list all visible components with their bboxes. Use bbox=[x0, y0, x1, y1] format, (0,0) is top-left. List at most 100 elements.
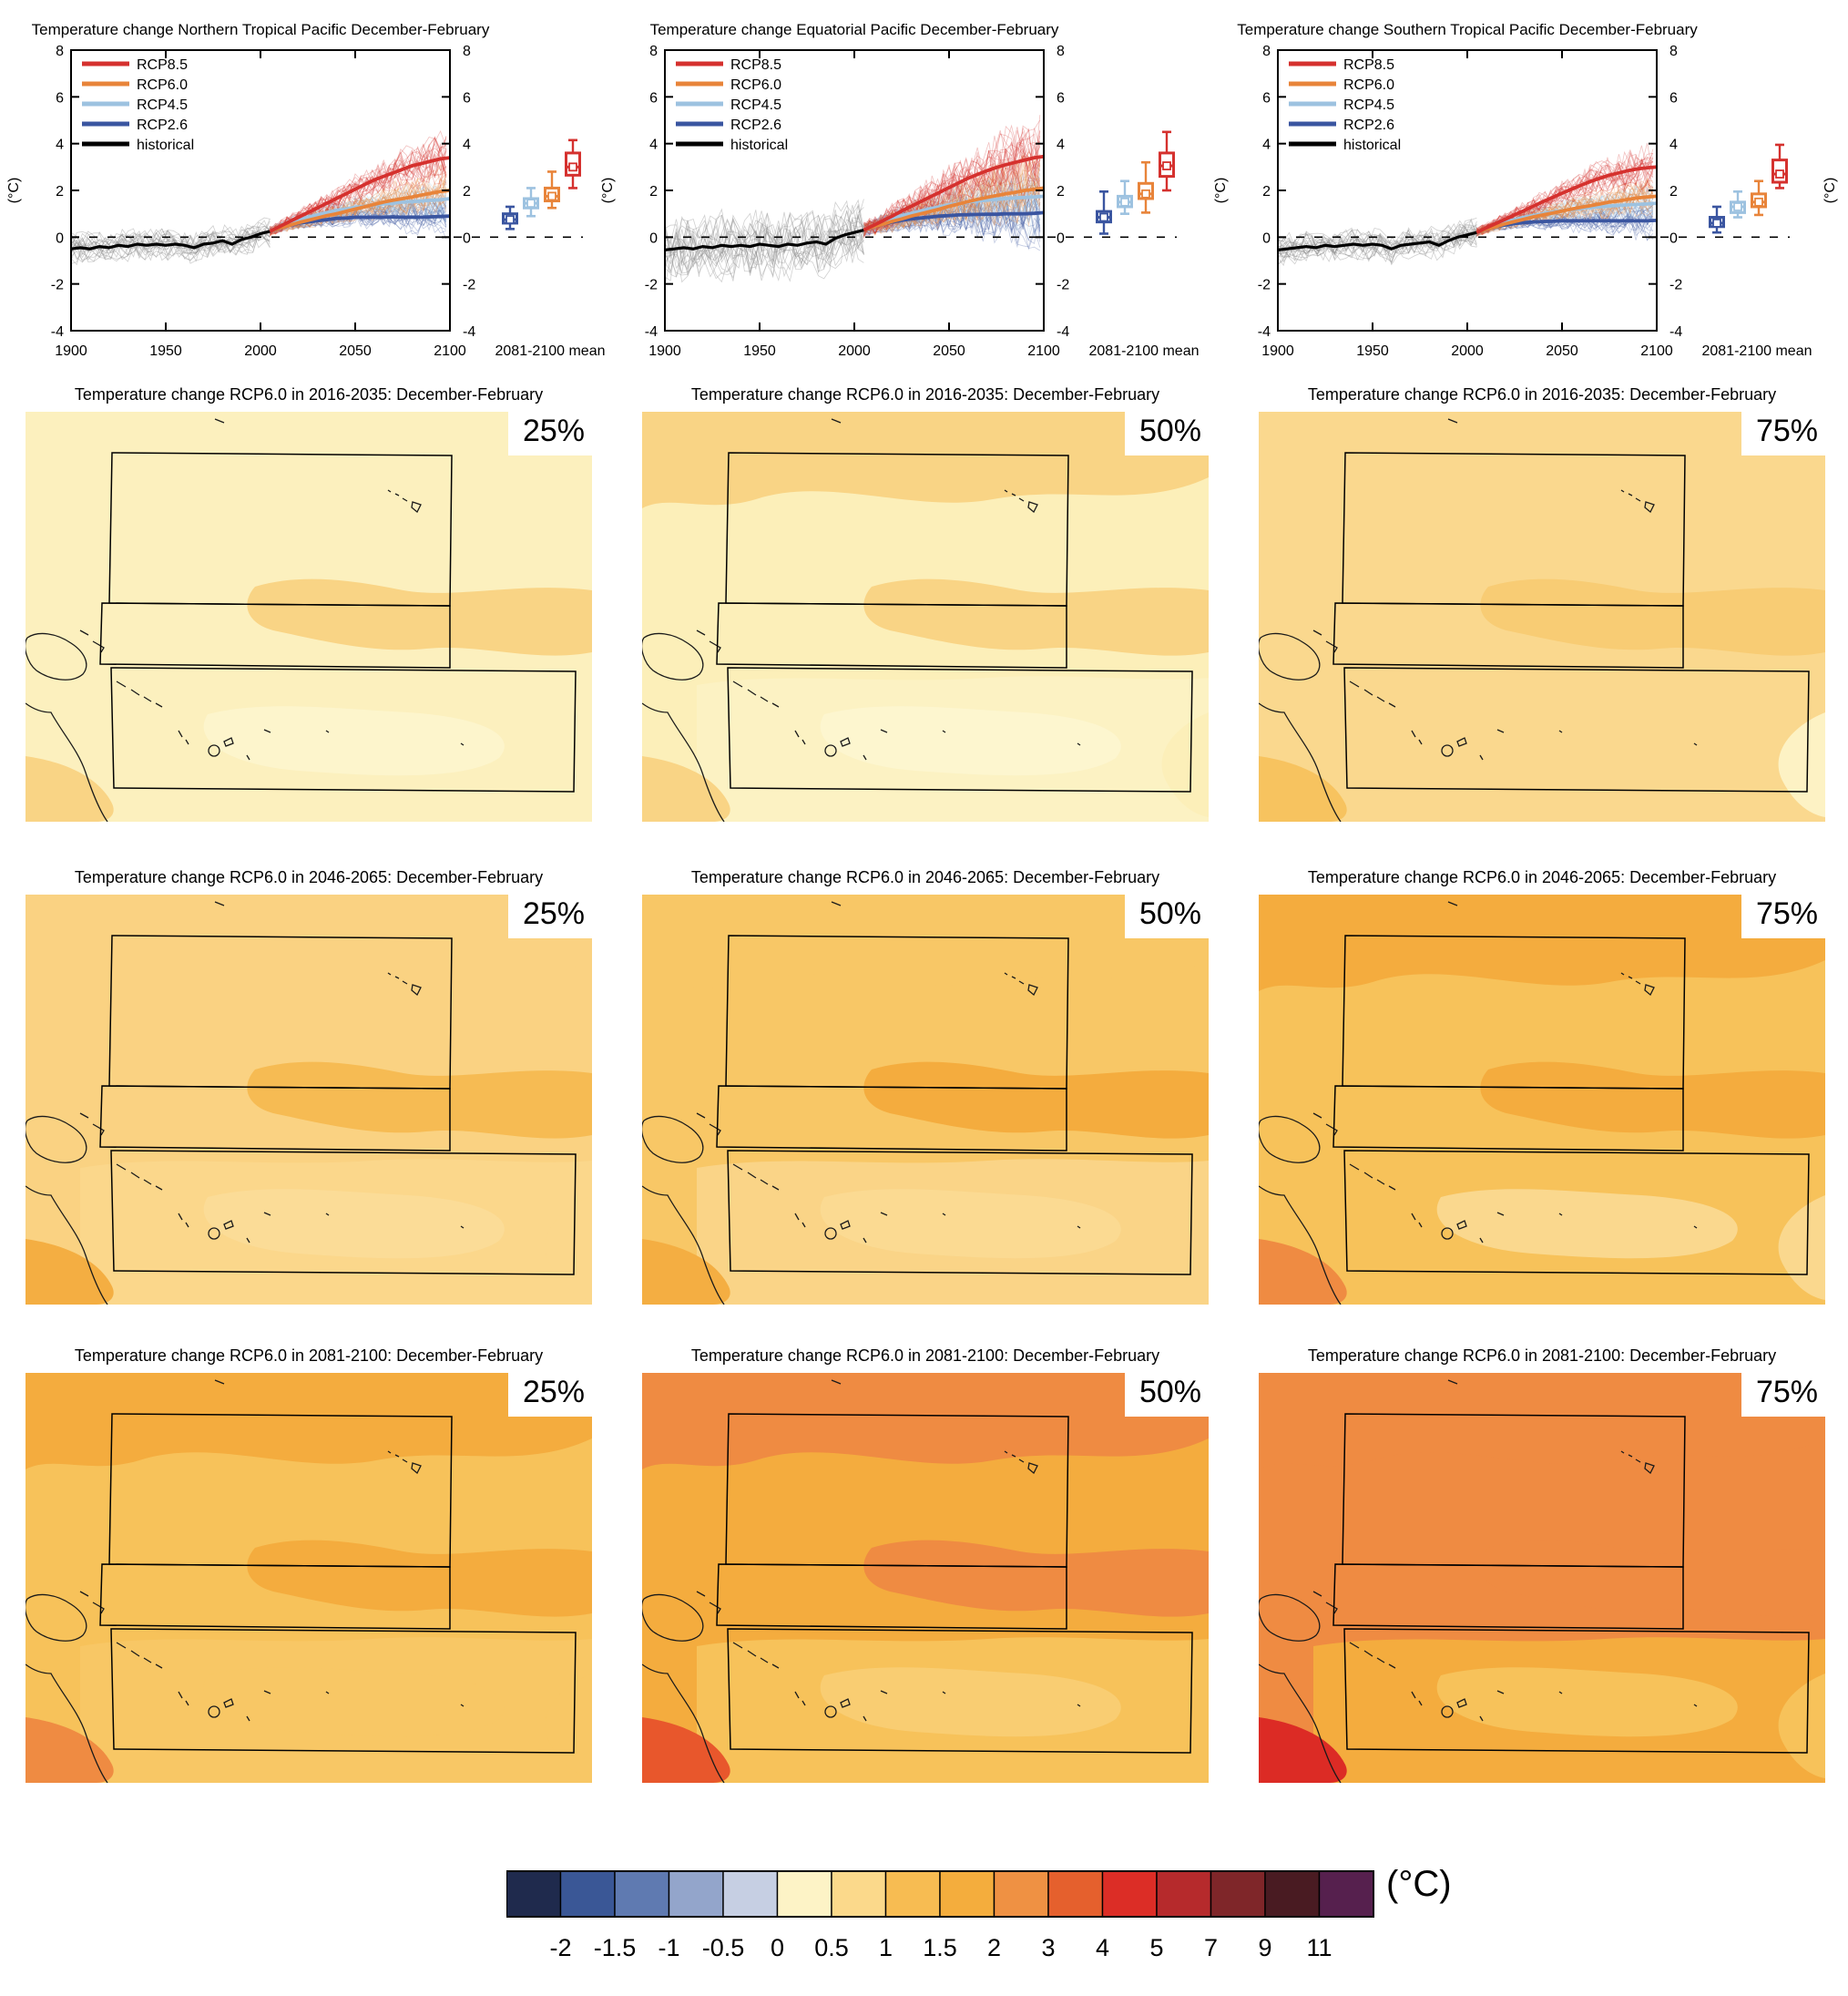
svg-text:RCP8.5: RCP8.5 bbox=[137, 57, 188, 73]
axes: 8 8 6 6 4 4 2 2 0 0 -2 -2 -4 -4 1900 1950 2000 2050 2100 bbox=[1258, 44, 1683, 359]
colorbar-swatches bbox=[506, 1870, 1374, 1918]
map-canvas bbox=[642, 895, 1209, 1305]
timeseries-chart-northern-tropical-pacific: Temperature change Northern Tropical Pac… bbox=[6, 21, 606, 359]
coastline bbox=[26, 901, 465, 1305]
percentile-badge: 50% bbox=[1124, 412, 1209, 455]
map-contour-zones bbox=[642, 1373, 1209, 1783]
svg-text:RCP8.5: RCP8.5 bbox=[730, 57, 781, 73]
svg-text:0: 0 bbox=[649, 230, 658, 246]
colorbar-tick-label: 0.5 bbox=[814, 1934, 849, 1961]
map-panel-2046-2065-p25: Temperature change RCP6.0 in 2046-2065: … bbox=[26, 865, 592, 1305]
map-panel-2081-2100-p50: Temperature change RCP6.0 in 2081-2100: … bbox=[642, 1344, 1209, 1783]
svg-text:4: 4 bbox=[649, 138, 658, 153]
map-contour-zones bbox=[1259, 1373, 1825, 1783]
map-contour-zones bbox=[26, 1373, 592, 1783]
southern-tropical-pacific-box bbox=[727, 1628, 1193, 1754]
colorbar-tick-label: 3 bbox=[1041, 1934, 1055, 1961]
map-contour-zones bbox=[1259, 895, 1825, 1305]
colorbar-tick-label: 0 bbox=[771, 1934, 784, 1961]
region-boxes bbox=[1332, 935, 1810, 1275]
equatorial-pacific-box bbox=[1332, 1085, 1684, 1152]
map-title: Temperature change RCP6.0 in 2081-2100: … bbox=[74, 1346, 544, 1365]
equatorial-pacific-box bbox=[716, 602, 1067, 669]
map-canvas bbox=[642, 1373, 1209, 1783]
svg-text:RCP4.5: RCP4.5 bbox=[137, 97, 188, 113]
axes: 8 8 6 6 4 4 2 2 0 0 -2 -2 -4 -4 1900 1950 2000 2050 2100 bbox=[51, 44, 476, 359]
map-title: Temperature change RCP6.0 in 2081-2100: … bbox=[690, 1346, 1160, 1365]
svg-text:2: 2 bbox=[1669, 184, 1678, 200]
southern-tropical-pacific-box bbox=[110, 1628, 577, 1754]
svg-text:historical: historical bbox=[730, 138, 788, 153]
equatorial-pacific-box bbox=[1332, 1563, 1684, 1630]
boxplot-axis-label: 2081-2100 mean bbox=[495, 343, 606, 359]
percentile-badge: 75% bbox=[1741, 412, 1825, 455]
svg-text:6: 6 bbox=[1057, 90, 1065, 106]
region-boxes bbox=[99, 452, 577, 793]
ensemble-spaghetti bbox=[664, 115, 1041, 286]
coastline bbox=[642, 901, 1081, 1305]
svg-text:-2: -2 bbox=[1057, 278, 1069, 293]
colorbar-tick-label: 4 bbox=[1096, 1934, 1109, 1961]
colorbar-tick-label: 7 bbox=[1204, 1934, 1218, 1961]
southern-tropical-pacific-box bbox=[727, 1150, 1193, 1275]
svg-text:2000: 2000 bbox=[1451, 343, 1484, 359]
southern-tropical-pacific-box bbox=[1343, 1628, 1810, 1754]
boxplots bbox=[1709, 143, 1788, 234]
svg-text:4: 4 bbox=[463, 138, 471, 153]
coastline bbox=[26, 1379, 465, 1783]
coastline bbox=[1259, 1379, 1698, 1783]
y-axis-label: (°C) bbox=[6, 178, 22, 204]
mean-lines bbox=[664, 154, 1045, 251]
svg-text:6: 6 bbox=[463, 90, 471, 106]
right-y-axis-label: (°C) bbox=[1822, 178, 1838, 204]
svg-text:RCP6.0: RCP6.0 bbox=[1343, 77, 1394, 93]
map-panel-2046-2065-p50: Temperature change RCP6.0 in 2046-2065: … bbox=[642, 865, 1209, 1305]
svg-text:historical: historical bbox=[137, 138, 194, 153]
timeseries-chart-equatorial-pacific: Temperature change Equatorial Pacific De… bbox=[600, 21, 1199, 359]
region-boxes bbox=[716, 935, 1193, 1275]
svg-text:8: 8 bbox=[56, 44, 64, 59]
svg-text:0: 0 bbox=[56, 230, 64, 246]
coastline bbox=[26, 418, 465, 822]
svg-text:4: 4 bbox=[1669, 138, 1678, 153]
ensemble-spaghetti bbox=[70, 129, 447, 266]
legend: RCP8.5 RCP6.0 RCP4.5 RCP2.6 historical bbox=[1289, 57, 1401, 153]
boxplots bbox=[1096, 130, 1175, 235]
legend: RCP8.5 RCP6.0 RCP4.5 RCP2.6 historical bbox=[676, 57, 788, 153]
region-boxes bbox=[1332, 452, 1810, 793]
colorbar-tick-label: 1.5 bbox=[923, 1934, 957, 1961]
chart-title: Temperature change Northern Tropical Pac… bbox=[32, 21, 490, 38]
svg-text:1950: 1950 bbox=[1356, 343, 1389, 359]
region-boxes bbox=[1332, 1413, 1810, 1754]
axes: 8 8 6 6 4 4 2 2 0 0 -2 -2 -4 -4 1900 1950 2000 2050 2100 bbox=[645, 44, 1070, 359]
boxplots bbox=[502, 138, 581, 230]
southern-tropical-pacific-box bbox=[110, 1150, 577, 1275]
map-contour-zones bbox=[1259, 412, 1825, 822]
colorbar-tick-label: 1 bbox=[879, 1934, 893, 1961]
svg-text:2: 2 bbox=[1262, 184, 1271, 200]
percentile-badge: 25% bbox=[507, 1373, 592, 1417]
map-contour-zones bbox=[26, 895, 592, 1305]
coastline bbox=[1259, 901, 1698, 1305]
svg-text:1900: 1900 bbox=[1261, 343, 1294, 359]
svg-text:-2: -2 bbox=[51, 278, 64, 293]
svg-text:2050: 2050 bbox=[1546, 343, 1578, 359]
map-title: Temperature change RCP6.0 in 2046-2065: … bbox=[1307, 868, 1777, 886]
map-canvas bbox=[26, 1373, 592, 1783]
svg-text:2000: 2000 bbox=[838, 343, 871, 359]
svg-text:0: 0 bbox=[1057, 230, 1065, 246]
colorbar-tick-label: 11 bbox=[1306, 1934, 1332, 1961]
svg-text:RCP8.5: RCP8.5 bbox=[1343, 57, 1394, 73]
coastline bbox=[642, 418, 1081, 822]
coastline bbox=[1259, 418, 1698, 822]
colorbar: -2 -1.5 -1 -0.5 0 0.5 1 1.5 2 3 4 5 7 9 11 bbox=[506, 1870, 1374, 1961]
map-contour-zones bbox=[26, 412, 592, 822]
region-boxes bbox=[716, 1413, 1193, 1754]
map-title: Temperature change RCP6.0 in 2046-2065: … bbox=[74, 868, 544, 886]
svg-text:-4: -4 bbox=[1057, 324, 1069, 340]
percentile-badge: 50% bbox=[1124, 1373, 1209, 1417]
svg-text:-2: -2 bbox=[1669, 278, 1682, 293]
map-canvas bbox=[26, 895, 592, 1305]
map-title: Temperature change RCP6.0 in 2081-2100: … bbox=[1307, 1346, 1777, 1365]
svg-text:RCP2.6: RCP2.6 bbox=[730, 118, 781, 133]
